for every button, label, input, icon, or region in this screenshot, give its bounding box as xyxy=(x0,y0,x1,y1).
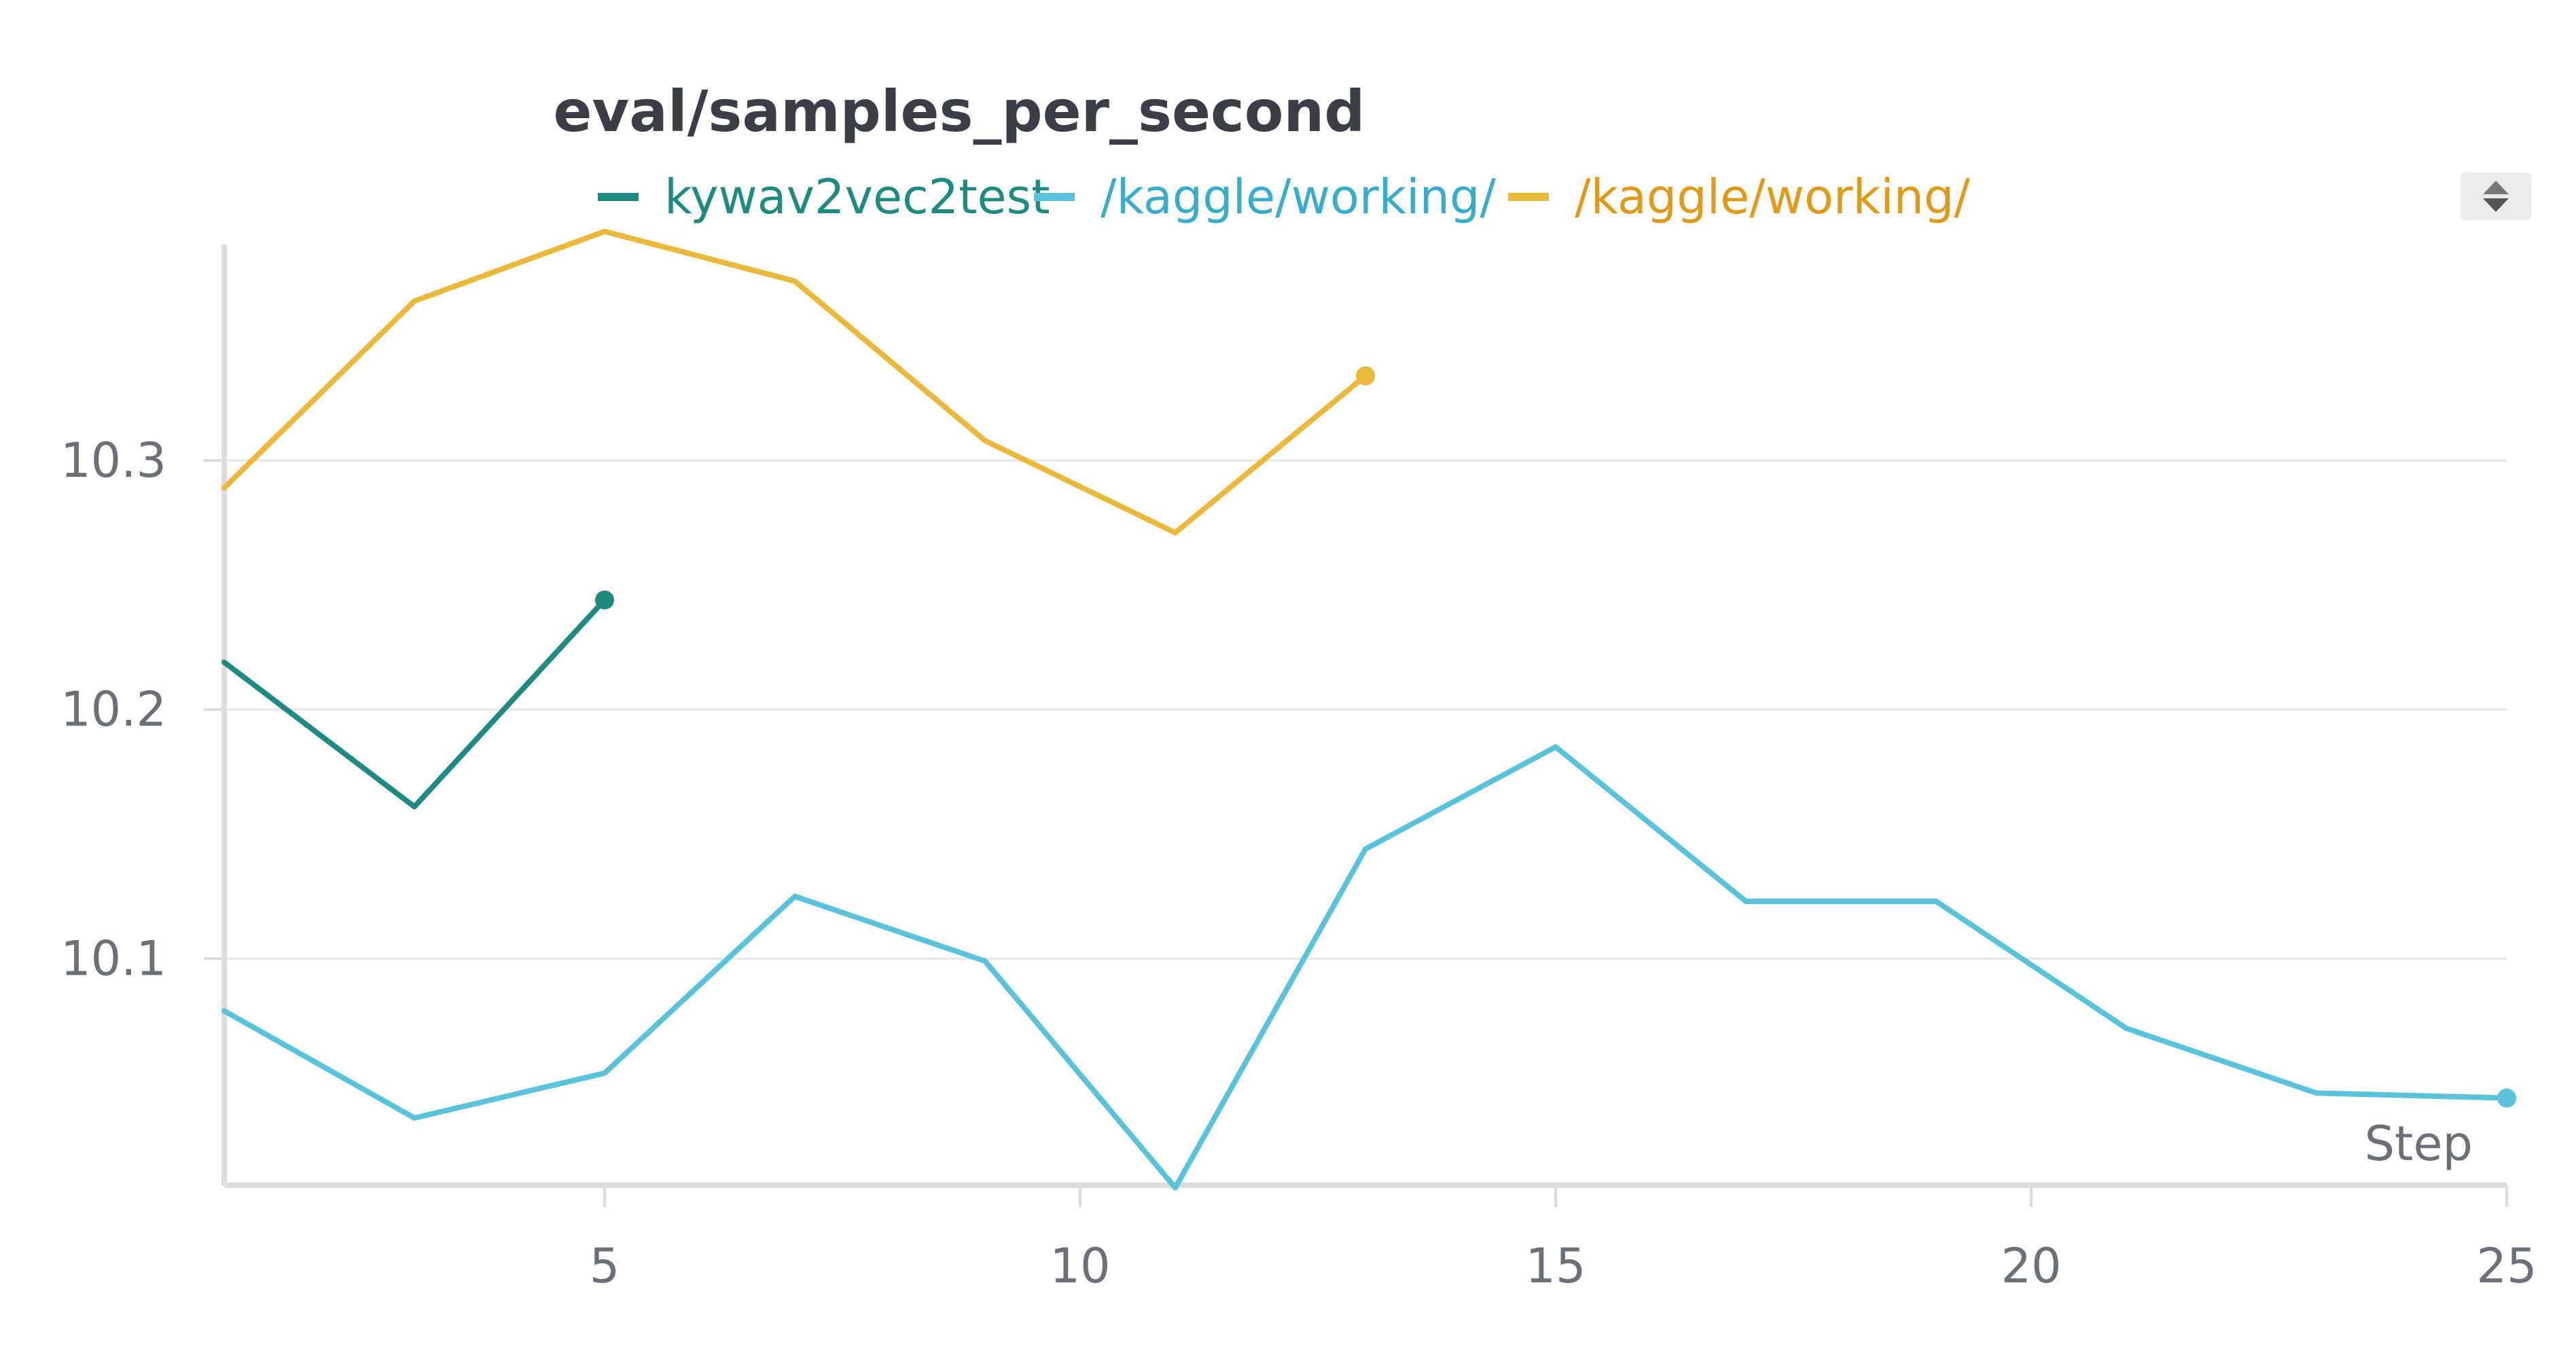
series-end-point-2 xyxy=(2497,1088,2516,1108)
x-tick-label: 20 xyxy=(2001,1238,2061,1294)
x-tick-label: 5 xyxy=(590,1238,620,1294)
y-tick-label: 10.3 xyxy=(60,433,166,488)
x-tick-label: 15 xyxy=(1525,1238,1586,1294)
legend: kywav2vec2test/kaggle/working/ /kaggle/wo… xyxy=(598,169,1970,225)
sort-up-icon[interactable] xyxy=(2483,181,2509,194)
y-tick-label: 10.1 xyxy=(60,931,166,986)
sort-down-icon[interactable] xyxy=(2483,198,2509,212)
legend-sort-control[interactable] xyxy=(2461,173,2531,220)
grid-lines xyxy=(224,459,2507,960)
sort-button-bg[interactable] xyxy=(2461,173,2531,220)
y-tick-label: 10.2 xyxy=(60,682,166,738)
series-end-point-1 xyxy=(595,590,614,610)
x-tick-label: 25 xyxy=(2476,1238,2537,1294)
y-axis-ticks: 10.1 10.2 10.3 xyxy=(60,433,224,986)
series-line-3 xyxy=(221,228,1368,536)
chart-title: eval/samples_per_second xyxy=(554,78,1365,145)
series-line-1 xyxy=(221,597,607,810)
x-axis-ticks: 5 10 15 20 25 xyxy=(590,1185,2537,1294)
legend-label-1: kywav2vec2test xyxy=(664,169,1050,225)
legend-label-3: /kaggle/working/ xyxy=(1575,169,1970,225)
series-line-2 xyxy=(221,744,2509,1191)
x-tick-label: 10 xyxy=(1050,1238,1110,1294)
legend-label-2: /kaggle/working/ xyxy=(1101,169,1496,225)
series-end-point-3 xyxy=(1356,366,1375,386)
series-lines xyxy=(221,228,2516,1191)
x-axis-label: Step xyxy=(2365,1116,2473,1172)
